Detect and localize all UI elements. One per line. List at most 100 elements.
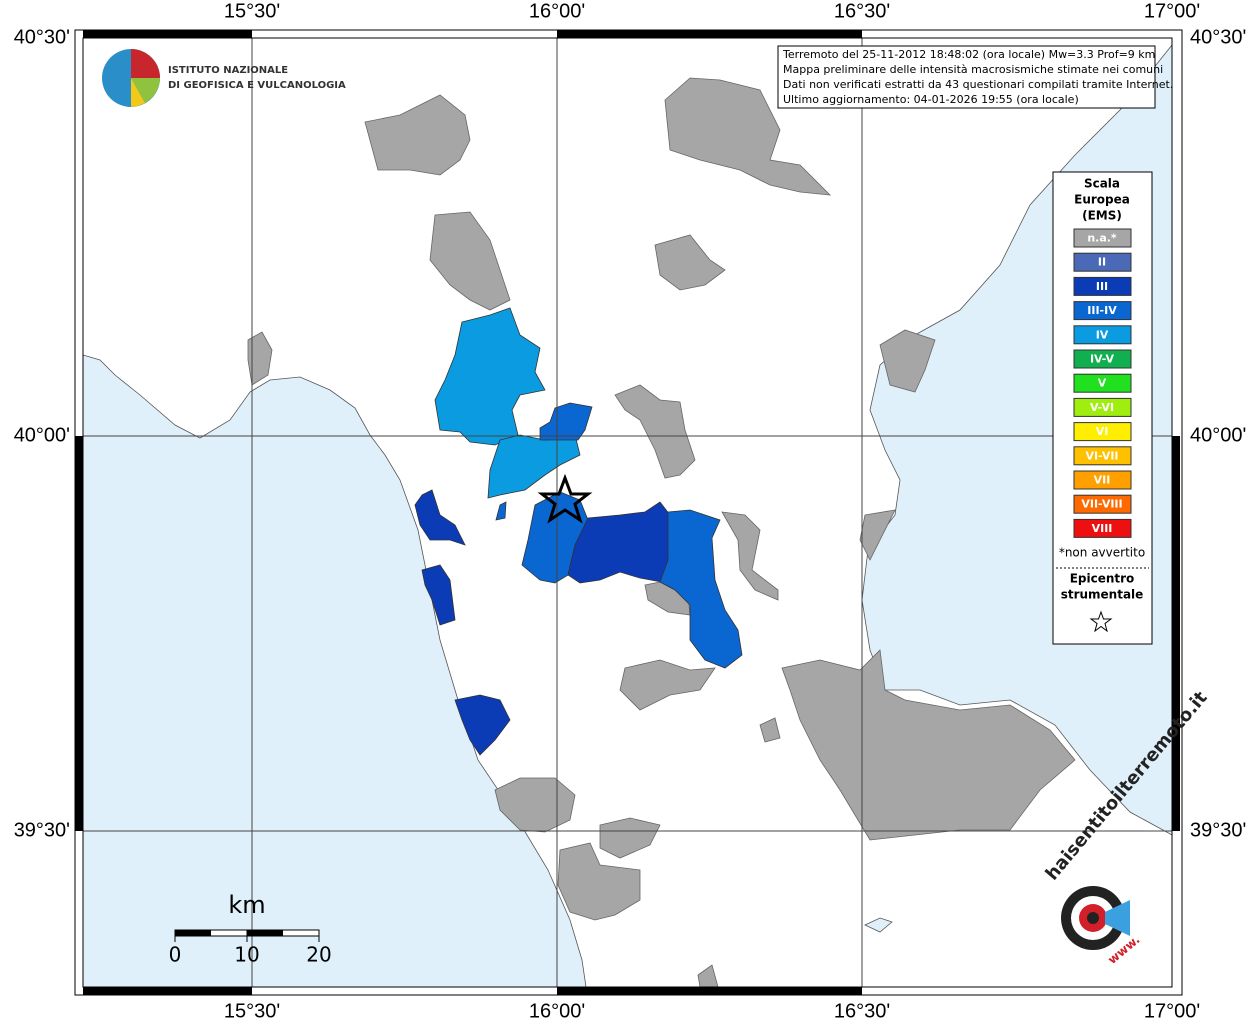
legend-label: II [1098, 256, 1106, 269]
legend-swatch [1073, 422, 1132, 442]
municipalities-na [247, 77, 1076, 988]
epicenter-star [537, 473, 593, 524]
area [599, 817, 661, 859]
area [879, 329, 936, 393]
info-line: Ultimo aggiornamento: 04-01-2026 19:55 (… [783, 93, 1079, 106]
legend-label: III-IV [1087, 304, 1117, 317]
lat-label: 40°00' [14, 424, 70, 446]
legend-title: (EMS) [1082, 209, 1122, 223]
scale-label: 10 [234, 943, 259, 967]
logo-slice [131, 78, 145, 107]
scale-unit: km [228, 891, 265, 919]
lon-label: 16°00' [529, 1000, 585, 1022]
area [429, 211, 511, 311]
lat-label: 39°30' [14, 819, 70, 841]
area [495, 501, 507, 521]
area [721, 511, 779, 601]
legend-swatch [1073, 494, 1132, 514]
info-line: Terremoto del 25-11-2012 18:48:02 (ora l… [782, 48, 1155, 61]
area [659, 509, 743, 669]
legend-title: Europea [1074, 193, 1130, 207]
area [434, 307, 546, 446]
logo-ring [1087, 912, 1099, 924]
frame-segment [1172, 436, 1180, 831]
graticule [83, 38, 1172, 987]
frame [74, 29, 1183, 996]
legend-epicenter: strumentale [1061, 588, 1144, 602]
legend-swatch [1073, 325, 1132, 345]
lon-label: 16°30' [834, 0, 890, 22]
legend-label: IV [1096, 328, 1109, 341]
legend-swatch [1073, 276, 1132, 296]
legend-swatch [1073, 470, 1132, 490]
legend-swatch [1073, 397, 1132, 417]
scale-segment [247, 930, 283, 936]
area [781, 649, 1076, 841]
area [494, 777, 576, 833]
lat-label: 39°30' [1190, 819, 1246, 841]
frame-segment [75, 436, 83, 831]
legend: ScalaEuropea(EMS)n.a.*IIIIIIII-IVIVIV-VV… [1052, 171, 1153, 645]
frame-segment [83, 30, 252, 38]
area [619, 659, 716, 711]
legend-label: VII [1094, 474, 1111, 487]
legend-label: n.a.* [1087, 232, 1117, 245]
sea [864, 917, 893, 933]
lon-label: 17°00' [1144, 1000, 1200, 1022]
frame-segment [557, 987, 862, 995]
area [567, 501, 671, 584]
legend-label: V-VI [1090, 401, 1114, 414]
logo-text: DI GEOFISICA E VULCANOLOGIA [168, 80, 346, 91]
legend-label: III [1096, 280, 1108, 293]
legend-label: VI-VII [1085, 449, 1118, 462]
legend-title: Scala [1084, 177, 1120, 191]
legend-swatch [1073, 446, 1132, 466]
area [247, 331, 273, 386]
area [421, 564, 456, 626]
legend-label: IV-V [1090, 353, 1115, 366]
legend-label: VII-VIII [1081, 498, 1122, 511]
frame-segment [557, 30, 862, 38]
area [654, 234, 726, 291]
info-line: Mappa preliminare delle intensità macros… [783, 63, 1163, 76]
logo-text: ISTITUTO NAZIONALE [168, 65, 288, 76]
legend-note: *non avvertito [1059, 546, 1145, 560]
logo-horn [1105, 900, 1130, 936]
legend-epicenter: Epicentro [1070, 572, 1135, 586]
lat-label: 40°30' [14, 26, 70, 48]
lon-label: 15°30' [224, 0, 280, 22]
legend-label: VIII [1092, 522, 1113, 535]
legend-label: VI [1096, 425, 1109, 438]
legend-swatch [1073, 301, 1132, 321]
scale-label: 0 [169, 943, 182, 967]
legend-label: V [1098, 377, 1107, 390]
legend-swatch [1073, 228, 1132, 248]
area [454, 694, 511, 756]
scale-label: 20 [306, 943, 331, 967]
area [614, 384, 696, 479]
legend-swatch [1073, 349, 1132, 369]
lat-label: 40°00' [1190, 424, 1246, 446]
lat-label: 40°30' [1190, 26, 1246, 48]
info-frame [777, 45, 1156, 109]
lon-label: 16°00' [529, 0, 585, 22]
info-box: Terremoto del 25-11-2012 18:48:02 (ora l… [777, 45, 1173, 109]
info-line: Dati non verificati estratti da 43 quest… [783, 78, 1173, 91]
ingv-logo: ISTITUTO NAZIONALE DI GEOFISICA E VULCAN… [102, 49, 346, 107]
frame-segment [83, 987, 252, 995]
lon-label: 17°00' [1144, 0, 1200, 22]
scale-segment [175, 930, 211, 936]
area [664, 77, 832, 196]
legend-swatch [1073, 373, 1132, 393]
scale-bar: km 0 10 20 [169, 891, 332, 967]
area [539, 402, 593, 441]
area [759, 717, 781, 743]
lon-label: 16°30' [834, 1000, 890, 1022]
area [557, 842, 641, 921]
sea [82, 354, 587, 988]
area [414, 489, 466, 546]
legend-swatch [1073, 252, 1132, 272]
area [364, 94, 471, 176]
logo-slice [131, 49, 160, 78]
